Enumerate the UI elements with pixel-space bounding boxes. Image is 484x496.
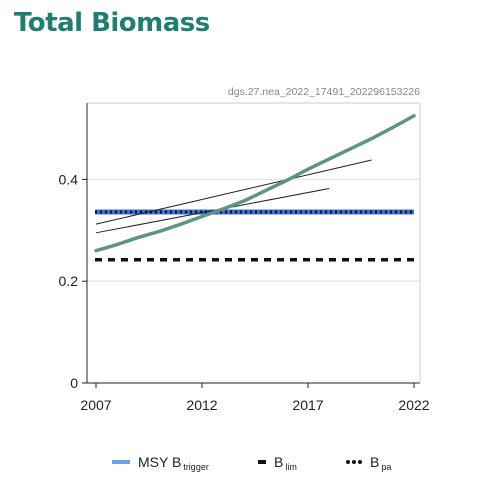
retro-series-line-1 [96,160,372,224]
series-lines [96,116,414,251]
x-tick-label: 2017 [292,397,323,413]
legend: MSY B trigger B lim B pa [0,452,484,472]
y-tick-label: 0.2 [59,273,79,289]
legend-item-bpa: B pa [346,452,391,472]
x-tick-label: 2012 [186,397,217,413]
y-tick-label: 0 [70,375,78,391]
msy-btrigger-swatch-icon [112,460,130,464]
chart-id-watermark: dgs.27.nea_2022_17491_202296153226 [228,86,420,98]
blim-swatch-icon [258,460,266,464]
legend-item-msy-btrigger: MSY B trigger [112,452,209,472]
bpa-swatch-icon [346,460,362,464]
legend-sub-lim: lim [285,462,297,472]
legend-label-bpa: B [370,454,379,470]
axes [82,103,420,388]
legend-label-blim: B [274,454,283,470]
biomass-chart: dgs.27.nea_2022_17491_202296153226 00.20… [0,0,484,445]
tick-labels: 0 0.2 0.4 2007 2012 2017 2022 [59,171,430,413]
x-tick-label: 2022 [398,397,429,413]
legend-label-msy: MSY B [138,454,181,470]
legend-sub-trigger: trigger [183,462,209,472]
legend-sub-pa: pa [381,462,391,472]
y-tick-label: 0.4 [59,171,79,187]
total-biomass-series-line [96,116,414,251]
x-tick-label: 2007 [80,397,111,413]
legend-item-blim: B lim [258,452,297,472]
